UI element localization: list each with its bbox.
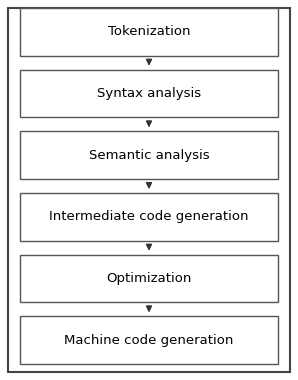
- Text: Machine code generation: Machine code generation: [64, 334, 234, 347]
- Text: Optimization: Optimization: [106, 272, 192, 285]
- Text: Tokenization: Tokenization: [108, 25, 190, 38]
- Text: Syntax analysis: Syntax analysis: [97, 87, 201, 100]
- Bar: [20, 131, 278, 179]
- Bar: [20, 70, 278, 117]
- Bar: [20, 255, 278, 302]
- Text: Semantic analysis: Semantic analysis: [89, 149, 209, 162]
- Bar: [20, 193, 278, 241]
- Text: Intermediate code generation: Intermediate code generation: [49, 211, 249, 223]
- Bar: [20, 8, 278, 55]
- Bar: [20, 316, 278, 364]
